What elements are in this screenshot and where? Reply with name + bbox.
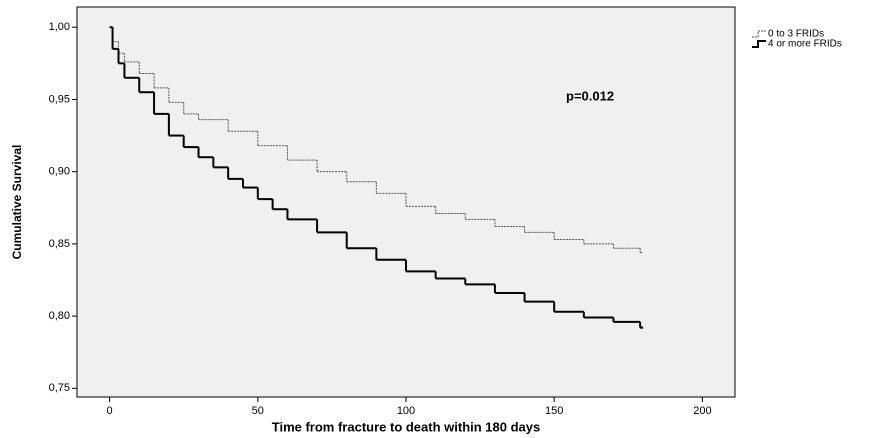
x-tick-label: 0 [107,405,113,417]
legend-swatch [752,40,766,48]
x-tick-label: 50 [252,405,264,417]
legend-label: 0 to 3 FRIDs [768,29,824,40]
x-axis-label: Time from fracture to death within 180 d… [272,419,541,434]
y-tick-label: 0,80 [49,310,70,322]
legend-label: 4 or more FRIDs [768,39,842,50]
legend-swatch [752,30,766,38]
y-tick-label: 0,75 [49,382,70,394]
y-tick-label: 0,95 [49,93,70,105]
y-tick-label: 0,85 [49,238,70,250]
x-tick-label: 150 [545,405,563,417]
x-tick-label: 100 [397,405,415,417]
y-tick-label: 1,00 [49,21,70,33]
plot-area [76,6,736,398]
x-tick-label: 200 [693,405,711,417]
annotation: p=0.012 [566,88,614,103]
y-axis-label: Cumulative Survival [10,145,24,260]
y-tick-label: 0,90 [49,166,70,178]
